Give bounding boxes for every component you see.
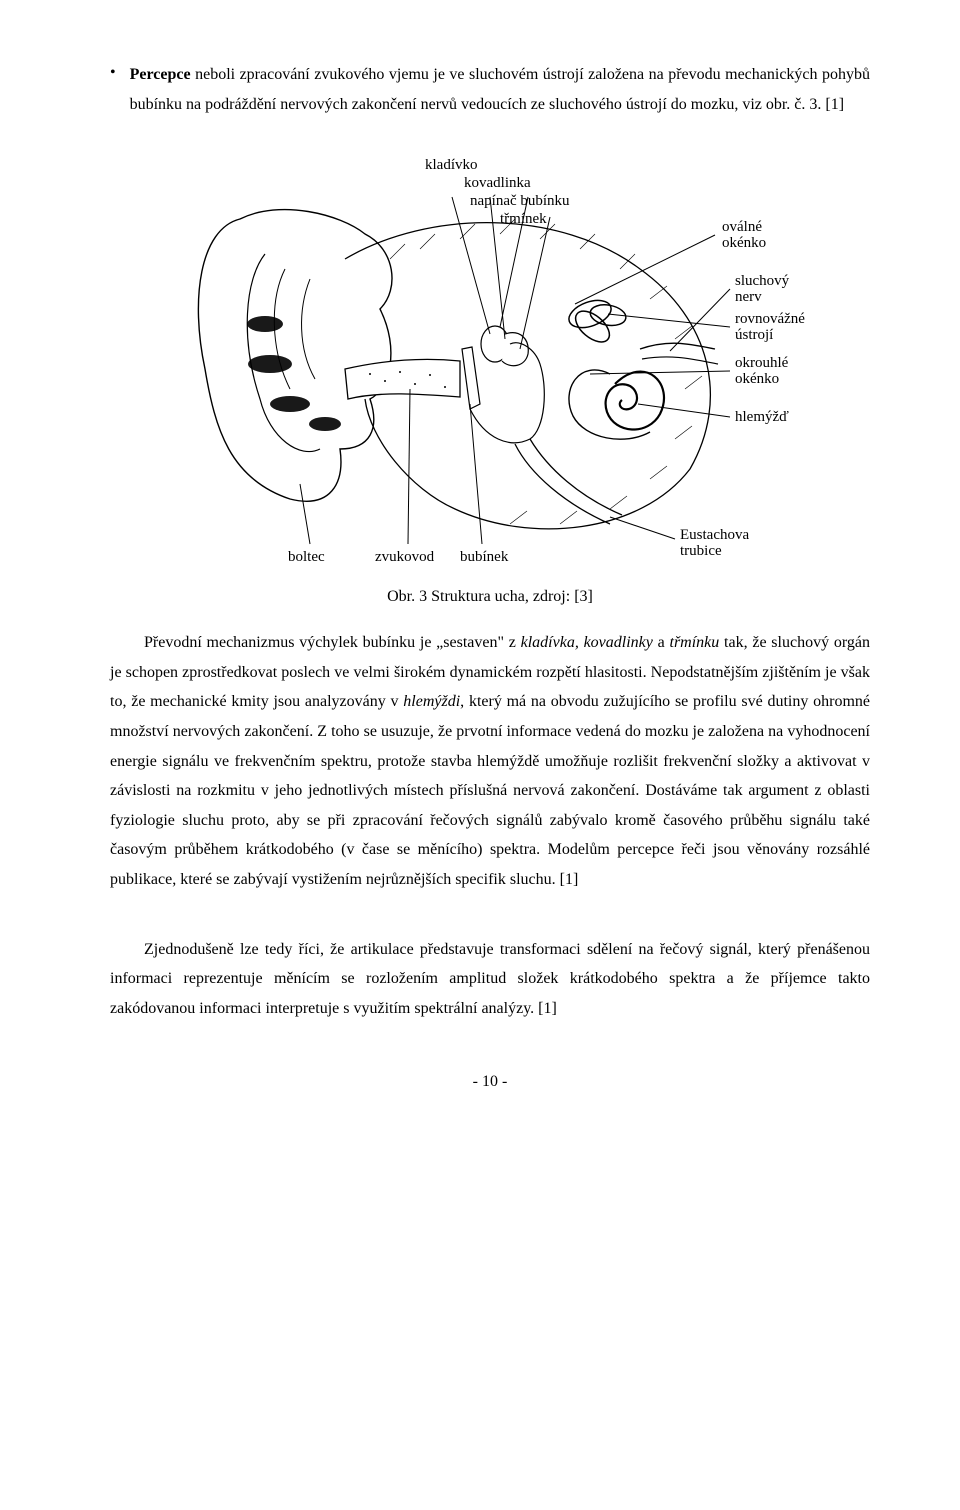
bullet-rest: neboli zpracování zvukového vjemu je ve …: [130, 66, 870, 113]
label-ovalne: oválnéokénko: [722, 219, 766, 251]
label-hlemyzd: hlemýžď: [735, 409, 789, 425]
bullet-bold-lead: Percepce: [130, 66, 191, 83]
paragraph-2: Zjednodušeně lze tedy říci, že artikulac…: [110, 935, 870, 1024]
ear-diagram: kladívko kovadlinka napínač bubínku třmí…: [170, 139, 810, 569]
label-eustach: Eustachovatrubice: [680, 527, 749, 559]
p1-i3: hlemýždi: [403, 693, 460, 710]
p1-t2: a: [653, 634, 670, 651]
label-okrouhle: okrouhléokénko: [735, 355, 789, 387]
label-boltec: boltec: [288, 549, 325, 565]
paragraph-1: Převodní mechanizmus výchylek bubínku je…: [110, 628, 870, 894]
label-kladivko: kladívko: [425, 157, 478, 173]
bullet-item: • Percepce neboli zpracování zvukového v…: [110, 60, 870, 119]
figure-caption: Obr. 3 Struktura ucha, zdroj: [3]: [110, 588, 870, 606]
p1-i2: třmínku: [670, 634, 720, 651]
label-rovnov: rovnovážnéústrojí: [735, 311, 805, 343]
label-trminek: třmínek: [500, 211, 547, 227]
page-number: - 10 -: [110, 1073, 870, 1091]
label-zvukovod: zvukovod: [375, 549, 435, 565]
figure: kladívko kovadlinka napínač bubínku třmí…: [110, 139, 870, 574]
page: • Percepce neboli zpracování zvukového v…: [0, 0, 960, 1131]
bullet-marker: •: [110, 60, 116, 119]
label-napinac: napínač bubínku: [470, 193, 570, 209]
p1-t1: Převodní mechanizmus výchylek bubínku je…: [144, 634, 521, 651]
label-nerv: sluchovýnerv: [735, 273, 790, 305]
p1-t4: , který má na obvodu zužujícího se profi…: [110, 693, 870, 888]
p1-i1: kladívka, kovadlinky: [521, 634, 653, 651]
bullet-text: Percepce neboli zpracování zvukového vje…: [130, 60, 870, 119]
label-bubinek: bubínek: [460, 549, 509, 565]
label-kovadlinka: kovadlinka: [464, 175, 531, 191]
